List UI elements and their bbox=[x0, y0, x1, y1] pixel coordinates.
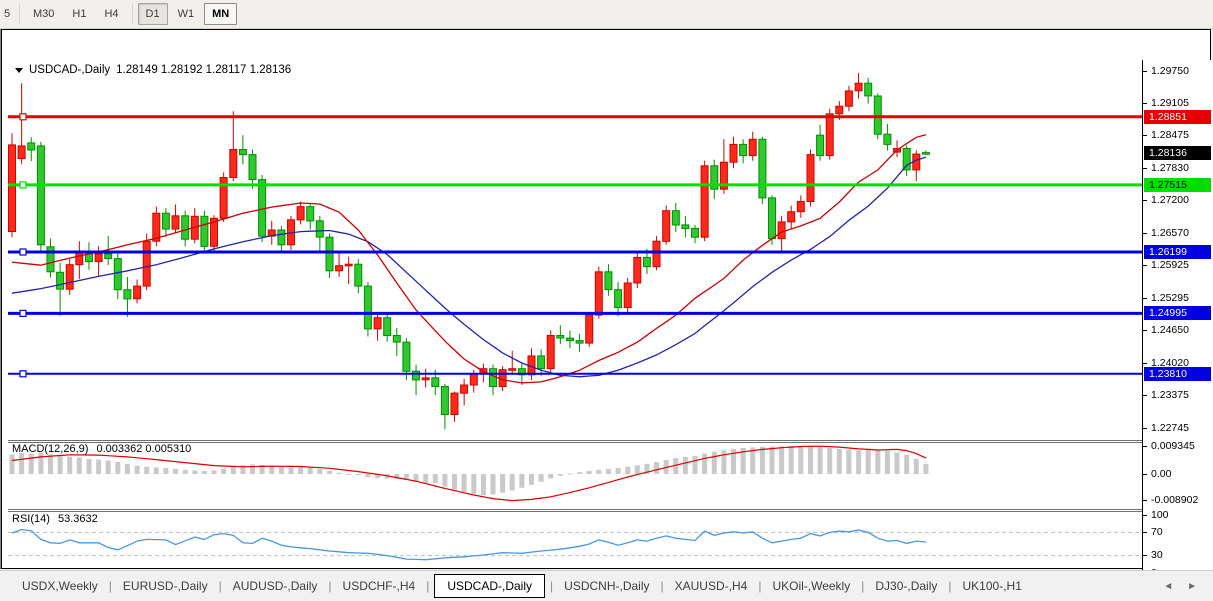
tab-scroll-arrows: ◄ ► bbox=[1163, 581, 1197, 592]
timeframe-button-h4[interactable]: H4 bbox=[104, 8, 119, 20]
timeframe-button-5[interactable]: 5 bbox=[4, 8, 11, 20]
chart-symbol-label: USDCAD-,Daily bbox=[29, 64, 111, 76]
axis-label: 1.22745 bbox=[1151, 421, 1189, 434]
chart-title: USDCAD-,Daily 1.28149 1.28192 1.28117 1.… bbox=[15, 64, 291, 76]
axis-label: 0.00 bbox=[1151, 467, 1172, 480]
timeframe-button-w1[interactable]: W1 bbox=[177, 8, 195, 20]
axis-label: 70 bbox=[1151, 525, 1163, 538]
price-level-badge: 1.26199 bbox=[1144, 244, 1211, 259]
axis-label: 1.29105 bbox=[1151, 97, 1189, 110]
axis-label: 1.27830 bbox=[1151, 162, 1189, 175]
tab-separator: | bbox=[660, 579, 664, 593]
chart-tab-eurusd-daily[interactable]: EURUSD-,Daily bbox=[122, 579, 208, 593]
tab-separator: | bbox=[758, 579, 762, 593]
chart-window: 1.29750 1.29105 1.28475 1.27830 1.27200 1.265… bbox=[1, 29, 1213, 598]
axis-label: 1.29750 bbox=[1151, 64, 1189, 77]
toolbar-separator bbox=[19, 4, 20, 24]
macd-histogram bbox=[9, 446, 929, 495]
price-level-badge: 1.23810 bbox=[1144, 366, 1211, 381]
candles-layer bbox=[8, 73, 930, 430]
timeframe-button-h1[interactable]: H1 bbox=[72, 8, 87, 20]
macd-signal-line bbox=[11, 445, 927, 502]
price-level-badge: 1.27515 bbox=[1144, 177, 1211, 192]
chart-ohlc-values: 1.28149 1.28192 1.28117 1.28136 bbox=[116, 64, 292, 76]
timeframe-toolbar: 5 M30 H1 H4 D1 W1 MN bbox=[0, 0, 1213, 29]
timeframe-button-m30[interactable]: M30 bbox=[33, 8, 55, 20]
axis-label: 1.25295 bbox=[1151, 291, 1189, 304]
timeframe-button-mn[interactable]: MN bbox=[204, 3, 238, 25]
tab-separator: | bbox=[218, 579, 222, 593]
line-handle-icon[interactable] bbox=[19, 370, 27, 378]
tab-separator: | bbox=[426, 579, 430, 593]
chart-tab-ukoil-weekly[interactable]: UKOil-,Weekly bbox=[772, 579, 851, 593]
toolbar-separator bbox=[131, 4, 133, 24]
chart-tab-usdcad-daily[interactable]: USDCAD-,Daily bbox=[434, 574, 546, 598]
tab-separator: | bbox=[861, 579, 865, 593]
tab-separator: | bbox=[328, 579, 332, 593]
rsi-indicator-title: RSI(14) 53.3632 bbox=[12, 513, 98, 525]
price-level-badge: 1.28851 bbox=[1144, 109, 1211, 124]
rsi-name: RSI(14) bbox=[12, 513, 50, 525]
line-handle-icon[interactable] bbox=[19, 113, 27, 121]
ma-slow-line bbox=[11, 156, 927, 378]
macd-indicator-title: MACD(12,26,9) 0.003362 0.005310 bbox=[12, 443, 191, 455]
macd-name: MACD(12,26,9) bbox=[12, 443, 89, 455]
chart-tab-bar: USDX,Weekly | EURUSD-,Daily | AUDUSD-,Daily |… bbox=[0, 570, 1213, 601]
chart-tab-usdx-weekly[interactable]: USDX,Weekly bbox=[22, 579, 98, 593]
chart-tab-usdchf-h4[interactable]: USDCHF-,H4 bbox=[342, 579, 416, 593]
price-chart-canvas[interactable] bbox=[8, 60, 1142, 598]
axis-label: -0.008902 bbox=[1151, 494, 1199, 507]
price-level-badge: 1.28136 bbox=[1144, 146, 1211, 161]
rsi-line bbox=[11, 528, 926, 561]
chart-tab-xauusd-h4[interactable]: XAUUSD-,H4 bbox=[674, 579, 748, 593]
axis-label: 1.24650 bbox=[1151, 324, 1189, 337]
price-axis: 1.29750 1.29105 1.28475 1.27830 1.27200 1.265… bbox=[1142, 60, 1213, 598]
axis-label: 1.28475 bbox=[1151, 129, 1189, 142]
axis-label: 30 bbox=[1151, 549, 1163, 562]
chart-dropdown-icon bbox=[15, 67, 23, 73]
axis-label: 1.23375 bbox=[1151, 389, 1189, 402]
macd-values: 0.003362 0.005310 bbox=[96, 443, 192, 455]
axis-label: 100 bbox=[1151, 508, 1169, 521]
axis-label: 1.25925 bbox=[1151, 259, 1189, 272]
chart-tab-usdcnh-daily[interactable]: USDCNH-,Daily bbox=[564, 579, 650, 593]
ma-fast-line bbox=[11, 134, 927, 384]
tab-separator: | bbox=[948, 579, 952, 593]
chart-tab-audusd-daily[interactable]: AUDUSD-,Daily bbox=[232, 579, 318, 593]
axis-label: 1.27200 bbox=[1151, 194, 1189, 207]
tab-separator: | bbox=[108, 579, 112, 593]
line-handle-icon[interactable] bbox=[19, 309, 27, 317]
chart-tab-dj30-daily[interactable]: DJ30-,Daily bbox=[875, 579, 938, 593]
timeframe-button-d1[interactable]: D1 bbox=[137, 3, 168, 25]
line-handle-icon[interactable] bbox=[19, 181, 27, 189]
rsi-value: 53.3632 bbox=[57, 513, 98, 525]
tab-separator: | bbox=[550, 579, 554, 593]
tab-scroll-left-icon[interactable]: ◄ bbox=[1163, 580, 1174, 592]
axis-label: 1.24020 bbox=[1151, 356, 1189, 369]
tab-scroll-right-icon[interactable]: ► bbox=[1187, 580, 1197, 592]
chart-tab-uk100-h1[interactable]: UK100-,H1 bbox=[962, 579, 1022, 593]
axis-label: 1.26570 bbox=[1151, 226, 1189, 239]
line-handle-icon[interactable] bbox=[19, 248, 27, 256]
price-level-badge: 1.24995 bbox=[1144, 306, 1211, 321]
axis-label: 0.009345 bbox=[1151, 439, 1195, 452]
